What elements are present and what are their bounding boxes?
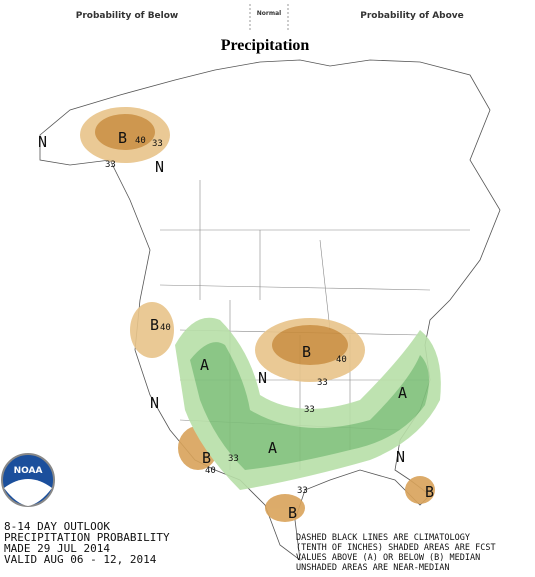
shading [80, 107, 441, 522]
category-letter: B [302, 343, 311, 361]
contour-label: 33 [304, 405, 315, 415]
contour-label: 40 [160, 323, 171, 333]
contour-label: 33 [297, 486, 308, 496]
above-area [190, 342, 429, 470]
category-letter: A [200, 356, 209, 374]
noaa-logo: NOAA [1, 453, 55, 507]
category-letter: B [288, 504, 297, 522]
category-letter: N [38, 133, 47, 151]
note-block: DASHED BLACK LINES ARE CLIMATOLOGY (TENT… [296, 533, 496, 573]
below-area [272, 325, 348, 365]
contour-label: 33 [105, 160, 116, 170]
title: Precipitation [221, 37, 310, 54]
category-letter: B [150, 316, 159, 334]
note-line: UNSHADED AREAS ARE NEAR-MEDIAN [296, 563, 450, 573]
note-line: (TENTH OF INCHES) SHADED AREAS ARE FCST [296, 543, 496, 553]
below-area [95, 114, 155, 150]
category-letter: N [150, 394, 159, 412]
category-letter: N [396, 448, 405, 466]
info-line: PRECIPITATION PROBABILITY [4, 531, 170, 544]
info-line: VALID AUG 06 - 12, 2014 [4, 553, 157, 566]
contour-label: 40 [205, 466, 216, 476]
contour-label: 33 [228, 454, 239, 464]
category-letter: B [425, 483, 434, 501]
legend-below: Probability of Below [76, 11, 179, 21]
category-letter: N [258, 369, 267, 387]
info-line: 8-14 DAY OUTLOOK [4, 520, 110, 533]
contour-label: 40 [336, 355, 347, 365]
info-block: 8-14 DAY OUTLOOK PRECIPITATION PROBABILI… [4, 520, 170, 566]
contour-label: 40 [135, 136, 146, 146]
note-line: VALUES ABOVE (A) OR BELOW (B) MEDIAN [296, 553, 480, 563]
category-letter: A [398, 384, 407, 402]
below-area [405, 476, 435, 504]
category-letter: B [118, 129, 127, 147]
category-letter: B [202, 449, 211, 467]
logo-text: NOAA [14, 466, 43, 476]
info-line: MADE 29 JUL 2014 [4, 542, 110, 555]
below-area [130, 302, 174, 358]
below-area [265, 494, 305, 522]
category-letter: N [155, 158, 164, 176]
legend-normal: Normal [257, 10, 281, 17]
contour-label: 33 [152, 139, 163, 149]
contour-label: 33 [317, 378, 328, 388]
category-letter: A [268, 439, 277, 457]
note-line: DASHED BLACK LINES ARE CLIMATOLOGY [296, 533, 470, 543]
logo-bird [4, 479, 52, 506]
legend-above: Probability of Above [360, 11, 464, 21]
